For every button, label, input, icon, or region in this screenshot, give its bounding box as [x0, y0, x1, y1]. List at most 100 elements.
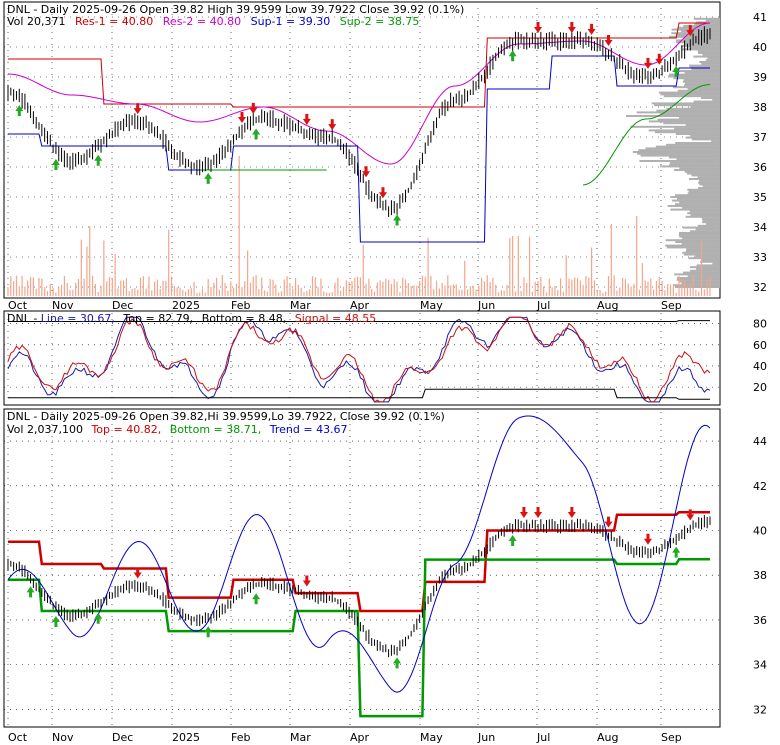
- bands-down-arrow-7: [686, 509, 695, 521]
- volume-profile-bar: [702, 221, 720, 224]
- price-up-arrow-7: [672, 65, 681, 77]
- volume-profile-bar: [678, 26, 720, 29]
- bands-x-label-7: May: [420, 731, 443, 744]
- volume-profile-bar: [695, 228, 720, 231]
- bands-x-label-9: Jul: [536, 731, 550, 744]
- volume-profile-bar: [660, 93, 720, 96]
- volume-profile-bar: [670, 161, 720, 164]
- price-down-arrow-2: [249, 102, 258, 114]
- volume-profile-bar: [669, 35, 720, 38]
- volume-profile-bar: [696, 21, 720, 24]
- volume-profile-bar: [699, 183, 720, 186]
- volume-profile-bar: [672, 284, 720, 287]
- osc-legend-signal: Signal = 48.55: [295, 312, 377, 325]
- volume-profile-bar: [682, 80, 720, 83]
- volume-profile-bar: [651, 102, 720, 105]
- volume-profile-bar: [681, 48, 720, 51]
- volume-profile-bar: [645, 147, 720, 150]
- bands-signal-arrows: [26, 507, 695, 669]
- price-down-arrow-0: [133, 103, 142, 115]
- volume-profile-bar: [699, 61, 720, 63]
- volume-profile-bar: [702, 219, 720, 222]
- volume-profile-bar: [676, 158, 720, 161]
- volume-profile-bar: [680, 44, 720, 47]
- volume-profile-bar: [659, 113, 720, 116]
- volume-profile-bar: [695, 255, 720, 258]
- oscillator-line-bottom: [8, 388, 710, 400]
- price-down-arrow-1: [238, 112, 246, 123]
- volume-profile-bar: [679, 167, 720, 170]
- price-x-label-11: Sep: [661, 299, 682, 312]
- volume-profile-bar: [690, 106, 720, 108]
- volume-profile-bar: [681, 30, 720, 33]
- price-up-arrow-3: [204, 172, 213, 184]
- volume-profile-bar: [669, 163, 720, 166]
- volume-profile-bar: [673, 77, 720, 80]
- price-bars: [7, 26, 711, 217]
- price-x-label-9: Jul: [536, 299, 550, 312]
- bands-y-axis: 44 42 40 38 36 34 32: [753, 435, 767, 716]
- bands-legend-volume: Vol 2,037,100: [7, 423, 83, 436]
- volume-profile-bar: [685, 250, 720, 252]
- price-lines: [7, 22, 711, 243]
- volume-profile-bar: [683, 25, 720, 27]
- price-x-axis: Oct Nov Dec 2025 Feb Mar Apr May Jun Jul Aug Sep: [8, 299, 682, 312]
- volume-profile-bar: [655, 145, 720, 148]
- volume-profile-bar: [676, 197, 720, 200]
- price-y-tick-8: 33: [753, 251, 767, 264]
- volume-profile-bar: [673, 169, 720, 171]
- bands-up-arrow-5: [393, 657, 402, 669]
- price-panel: 41 40 39 38 37 36 35 34 33 32 DNL - Daily 2025-09…: [3, 1, 767, 312]
- bands-y-tick-2: 40: [753, 524, 767, 537]
- oscillator-y-tick-2: 40: [753, 360, 767, 373]
- volume-profile-bar: [699, 179, 720, 182]
- volume-profile-bar: [666, 107, 720, 110]
- price-up-arrow-2: [94, 154, 103, 166]
- bands-line-bottom: [8, 558, 710, 718]
- price-y-tick-6: 35: [753, 191, 767, 204]
- volume-profile-bar: [681, 282, 720, 285]
- bands-x-label-11: Sep: [661, 731, 682, 744]
- volume-profile-bar: [671, 32, 720, 35]
- volume-profile-bar: [685, 215, 720, 218]
- volume-profile-bar: [675, 194, 720, 197]
- oscillator-lines: [7, 316, 711, 403]
- volume-profile-bar: [665, 239, 720, 242]
- bands-legend-bottom: Bottom = 38.71,: [170, 423, 262, 436]
- volume-profile-bar: [653, 104, 720, 107]
- bands-y-tick-0: 44: [753, 435, 767, 448]
- osc-legend-line: Line = 30.67,: [41, 312, 115, 325]
- price-down-arrow-12: [655, 53, 664, 65]
- price-line-sup-2: [199, 84, 711, 186]
- oscillator-y-tick-0: 80: [753, 318, 767, 331]
- legend-res1: Res-1 = 40.80: [75, 15, 153, 28]
- volume-profile-bar: [697, 224, 720, 227]
- price-line-res-2: [7, 22, 711, 165]
- price-up-arrow-5: [393, 214, 402, 226]
- volume-profile-bar: [663, 122, 720, 125]
- volume-profile-bar: [712, 262, 720, 265]
- bands-down-arrow-3: [534, 507, 543, 519]
- volume-profile-bar: [705, 59, 720, 62]
- price-y-tick-1: 40: [753, 41, 767, 54]
- price-y-tick-5: 36: [753, 161, 767, 174]
- volume-profile-bar: [679, 201, 720, 204]
- price-y-tick-7: 34: [753, 221, 767, 234]
- volume-profile-bar: [675, 142, 720, 144]
- oscillator-y-tick-1: 60: [753, 339, 767, 352]
- volume-profile-bar: [689, 210, 720, 213]
- price-y-tick-0: 41: [753, 11, 767, 24]
- bands-down-arrow-2: [519, 507, 528, 519]
- price-x-label-7: May: [420, 299, 443, 312]
- price-x-label-10: Aug: [597, 299, 618, 312]
- volume-profile-bar: [689, 269, 720, 272]
- price-grid: [4, 8, 720, 296]
- oscillator-y-tick-3: 20: [753, 381, 767, 394]
- volume-profile-bar: [711, 140, 720, 143]
- price-x-label-0: Oct: [8, 299, 28, 312]
- volume-profile-bar: [675, 241, 720, 243]
- volume-profile-bar: [690, 134, 720, 137]
- volume-profile-bar: [689, 66, 720, 69]
- volume-profile-bar: [667, 205, 720, 207]
- volume-profile-bar: [677, 277, 720, 279]
